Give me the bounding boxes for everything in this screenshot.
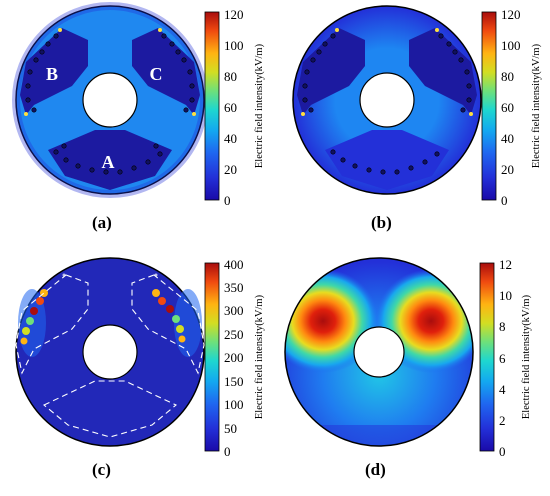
colorbar-tick: 120	[224, 7, 244, 22]
colorbar-title: Electric field intensity(kV/m)	[254, 43, 265, 168]
colorbar-title: Electric field intensity(kV/m)	[531, 43, 542, 168]
colorbar-tick: 350	[224, 280, 244, 295]
panel-caption-c: (c)	[92, 460, 111, 479]
colorbar-tick: 6	[499, 351, 506, 366]
hotspots-left	[18, 289, 48, 357]
sector-outlines	[15, 274, 205, 438]
panel-a: B C A 0 20 40 60 80 100 120 Electric fie…	[0, 0, 275, 245]
colorbar-tick: 60	[224, 100, 237, 115]
colorbar-tick: 40	[224, 131, 237, 146]
colorbar-title: Electric field intensity(kV/m)	[254, 294, 265, 419]
colorbar-tick: 4	[499, 382, 506, 397]
sector-a	[48, 130, 172, 190]
sector-b	[297, 28, 365, 115]
colorbar	[481, 11, 497, 201]
colorbar-tick: 300	[224, 303, 244, 318]
colorbar-tick: 0	[224, 193, 231, 208]
panel-a-figure: B C A 0 20 40 60 80 100 120 Electric fie…	[12, 2, 265, 208]
shaft-hole	[82, 72, 138, 128]
panel-c: 0 50 100 150 200 250 300 350 400 Electri…	[0, 245, 275, 491]
sector-b	[20, 28, 88, 115]
colorbar-tick: 100	[501, 38, 521, 53]
shaft-hole	[82, 324, 138, 380]
panel-caption-d: (d)	[365, 460, 386, 479]
colorbar-tick: 0	[224, 444, 231, 459]
sector-c	[132, 28, 200, 115]
colorbar-tick: 40	[501, 131, 514, 146]
colorbar-ticks: 0 20 40 60 80 100 120	[501, 7, 521, 208]
panel-d: 0 2 4 6 8 10 12 Electric field intensity…	[275, 245, 550, 491]
colorbar-tick: 100	[224, 38, 244, 53]
shaft-hole	[359, 72, 415, 128]
colorbar-tick: 20	[501, 162, 514, 177]
colorbar-tick: 120	[501, 7, 521, 22]
colorbar-tick: 80	[224, 69, 237, 84]
colorbar-tick: 80	[501, 69, 514, 84]
colorbar-tick: 200	[224, 350, 244, 365]
housing-disc	[284, 257, 474, 447]
colorbar-tick: 400	[224, 257, 244, 272]
sector-a	[325, 130, 449, 190]
colorbar-ticks: 0 20 40 60 80 100 120	[224, 7, 244, 208]
colorbar-tick: 8	[499, 319, 506, 334]
colorbar-tick: 10	[499, 288, 512, 303]
colorbar-tick: 50	[224, 421, 237, 436]
colorbar-tick: 0	[501, 193, 508, 208]
panel-c-figure: 0 50 100 150 200 250 300 350 400 Electri…	[15, 257, 265, 459]
shaft-hole	[353, 326, 405, 378]
sector-label-c: C	[150, 64, 163, 84]
panel-caption-b: (b)	[371, 213, 392, 232]
sector-c	[409, 28, 477, 115]
panel-d-figure: 0 2 4 6 8 10 12 Electric field intensity…	[284, 257, 532, 459]
colorbar-tick: 100	[224, 397, 244, 412]
colorbar	[204, 11, 220, 201]
colorbar-tick: 12	[499, 257, 512, 272]
colorbar-title: Electric field intensity(kV/m)	[521, 294, 532, 419]
colorbar-tick: 250	[224, 327, 244, 342]
colorbar	[479, 262, 495, 452]
colorbar-ticks: 0 2 4 6 8 10 12	[499, 257, 512, 459]
panel-b-figure: 0 20 40 60 80 100 120 Electric field int…	[292, 5, 542, 208]
panel-caption-a: (a)	[92, 213, 112, 232]
colorbar-tick: 60	[501, 100, 514, 115]
hotspots-right	[152, 289, 202, 357]
sector-label-b: B	[46, 64, 58, 84]
colorbar-tick: 0	[499, 444, 506, 459]
sector-label-a: A	[102, 152, 115, 172]
colorbar-ticks: 0 50 100 150 200 250 300 350 400	[224, 257, 244, 459]
colorbar-tick: 20	[224, 162, 237, 177]
panel-b: 0 20 40 60 80 100 120 Electric field int…	[275, 0, 550, 245]
colorbar-tick: 150	[224, 374, 244, 389]
colorbar-tick: 2	[499, 413, 506, 428]
colorbar	[204, 262, 220, 452]
